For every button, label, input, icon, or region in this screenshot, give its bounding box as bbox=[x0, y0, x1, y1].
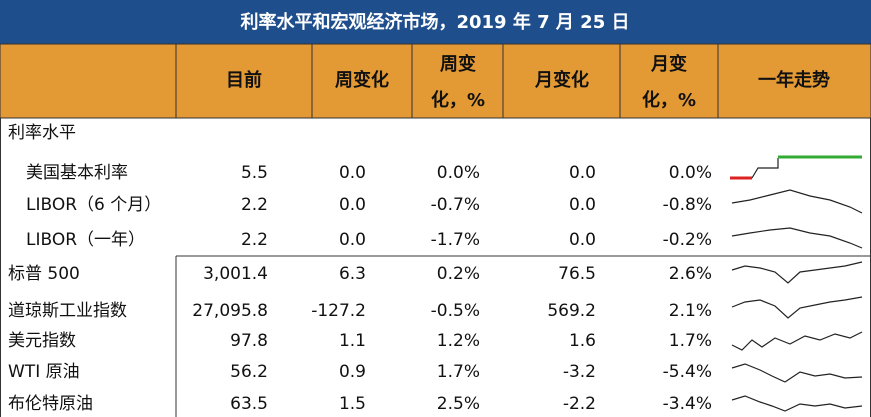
header-label: 一年走势 bbox=[758, 69, 830, 91]
row-label: 布伦特原油 bbox=[8, 394, 93, 414]
title: 利率水平和宏观经济市场，2019 年 7 月 25 日 bbox=[240, 11, 629, 33]
cell: 2.6% bbox=[669, 264, 712, 284]
cell: -3.4% bbox=[663, 394, 712, 414]
cell: -0.7% bbox=[431, 195, 480, 215]
cell: 63.5 bbox=[230, 394, 268, 414]
cell: -5.4% bbox=[663, 362, 712, 382]
cell: 0.0 bbox=[569, 230, 596, 250]
header-label: 目前 bbox=[226, 69, 262, 91]
cell: 0.9 bbox=[339, 362, 366, 382]
cell: 0.0% bbox=[437, 163, 480, 183]
cell: 1.5 bbox=[339, 394, 366, 414]
header-label: 周变 bbox=[440, 53, 476, 75]
header-label: 月变化 bbox=[534, 69, 589, 91]
cell: 1.6 bbox=[569, 331, 596, 351]
row-label: 道琼斯工业指数 bbox=[8, 301, 127, 321]
row-label: LIBOR（6 个月） bbox=[26, 195, 161, 215]
cell: 0.0 bbox=[339, 195, 366, 215]
row-label: LIBOR（一年） bbox=[26, 230, 145, 250]
cell: 27,095.8 bbox=[192, 301, 268, 321]
cell: 97.8 bbox=[230, 331, 268, 351]
cell: 0.2% bbox=[437, 264, 480, 284]
cell: 6.3 bbox=[339, 264, 366, 284]
header-label: 化，% bbox=[642, 89, 696, 111]
cell: 2.1% bbox=[669, 301, 712, 321]
cell: -0.8% bbox=[663, 195, 712, 215]
cell: -127.2 bbox=[311, 301, 366, 321]
cell: -2.2 bbox=[563, 394, 596, 414]
cell: 1.2% bbox=[437, 331, 480, 351]
cell: 1.7% bbox=[669, 331, 712, 351]
sparklines bbox=[730, 155, 863, 412]
header-dividers bbox=[175, 44, 719, 118]
row-label: 标普 500 bbox=[8, 264, 80, 284]
header-label: 周变化 bbox=[335, 69, 389, 91]
cell: 0.0% bbox=[669, 163, 712, 183]
cell: 569.2 bbox=[547, 301, 596, 321]
cell: 5.5 bbox=[241, 163, 268, 183]
cell: 2.5% bbox=[437, 394, 480, 414]
cell: 2.2 bbox=[241, 195, 268, 215]
row-label: WTI 原油 bbox=[8, 362, 80, 382]
cell: 0.0 bbox=[569, 163, 596, 183]
header-label: 月变 bbox=[650, 53, 687, 75]
header-label: 化，% bbox=[431, 89, 485, 111]
cell: 1.1 bbox=[339, 331, 366, 351]
cell: -3.2 bbox=[563, 362, 596, 382]
header-bar bbox=[0, 43, 871, 119]
cell: 2.2 bbox=[241, 230, 268, 250]
cell: 0.0 bbox=[339, 230, 366, 250]
row-label: 美国基本利率 bbox=[26, 163, 128, 183]
cell: 0.0 bbox=[569, 195, 596, 215]
cell: -1.7% bbox=[431, 230, 480, 250]
row-label: 美元指数 bbox=[8, 331, 76, 351]
cell: 76.5 bbox=[558, 264, 596, 284]
cell: 1.7% bbox=[437, 362, 480, 382]
cell: -0.2% bbox=[663, 230, 712, 250]
title-bar bbox=[0, 0, 871, 44]
row-label: 利率水平 bbox=[8, 123, 76, 143]
cell: 0.0 bbox=[339, 163, 366, 183]
cell: 56.2 bbox=[230, 362, 268, 382]
cell: 3,001.4 bbox=[203, 264, 268, 284]
cell: -0.5% bbox=[431, 301, 480, 321]
